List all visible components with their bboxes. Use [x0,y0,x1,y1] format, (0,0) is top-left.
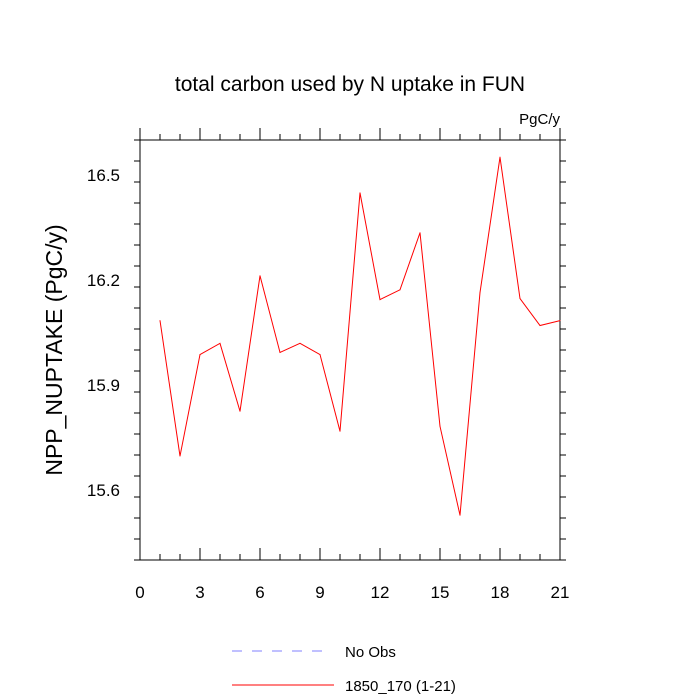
x-tick-label: 18 [491,583,510,602]
y-tick-label: 16.2 [87,271,120,290]
data-point [259,275,261,277]
data-point [159,320,161,322]
x-tick-label: 3 [195,583,204,602]
data-point [399,289,401,291]
x-tick-label: 6 [255,583,264,602]
data-point [419,232,421,234]
data-point [499,156,501,158]
data-point [479,292,481,294]
x-tick-label: 12 [371,583,390,602]
x-tick-label: 0 [135,583,144,602]
data-point [359,192,361,194]
units-label: PgC/y [519,111,560,128]
legend-label: 1850_170 (1-21) [345,678,456,695]
x-tick-label: 15 [431,583,450,602]
data-point [219,342,221,344]
data-point [319,354,321,356]
data-point [199,354,201,356]
x-tick-label: 21 [551,583,570,602]
data-point [299,342,301,344]
x-tick-label: 9 [315,583,324,602]
chart-title: total carbon used by N uptake in FUN [175,73,525,96]
legend-label: No Obs [345,644,396,661]
data-point [239,410,241,412]
y-tick-label: 16.5 [87,166,120,185]
data-point [379,299,381,301]
data-point [539,325,541,326]
data-point [179,455,181,457]
data-point [439,425,441,427]
y-axis-label: NPP_NUPTAKE (PgC/y) [41,224,67,475]
data-point [519,298,521,300]
plot-frame [139,139,561,561]
data-point [279,351,281,353]
data-point [559,320,561,322]
series-line [159,157,561,516]
data-point [459,514,461,516]
data-point [339,430,341,432]
y-tick-label: 15.9 [87,376,120,395]
y-tick-label: 15.6 [87,481,120,500]
